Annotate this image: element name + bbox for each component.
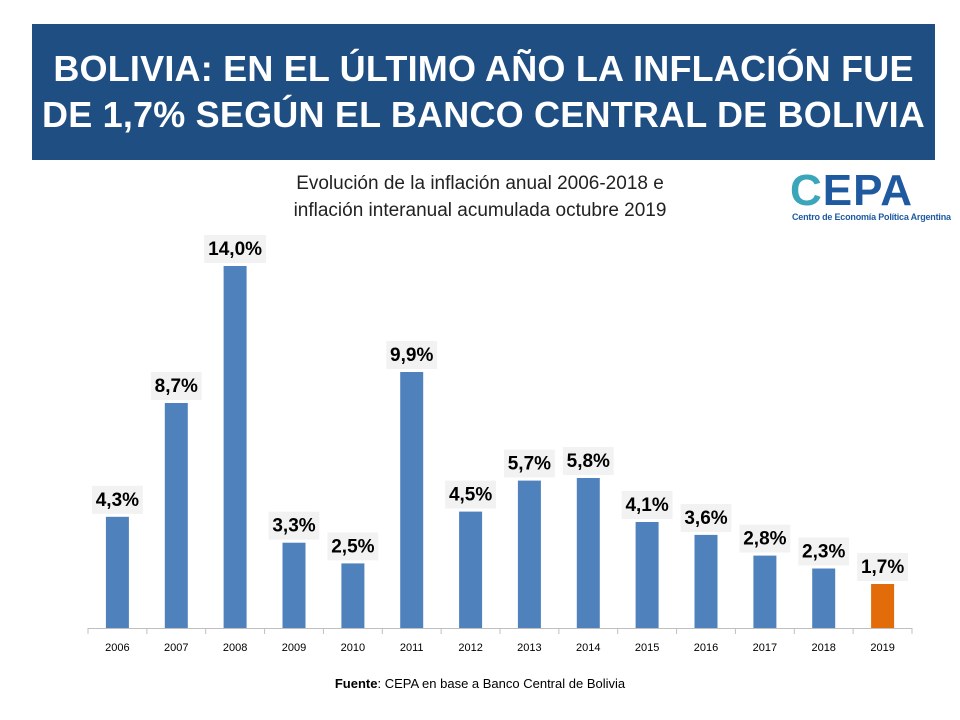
x-tick-label-2016: 2016	[694, 642, 718, 654]
data-label-2018: 2,3%	[802, 542, 845, 563]
data-label-2019: 1,7%	[861, 557, 904, 578]
data-label-bg-2006	[92, 485, 143, 514]
source-note: Fuente: CEPA en base a Banco Central de …	[0, 676, 960, 691]
title-line-1: BOLIVIA: EN EL ÚLTIMO AÑO LA INFLACIÓN F…	[53, 48, 914, 89]
data-label-2012: 4,5%	[449, 485, 492, 506]
bar-2014	[576, 478, 600, 628]
bar-2015	[635, 522, 659, 628]
bar-2019	[871, 584, 895, 628]
data-label-bg-2007	[150, 372, 202, 400]
data-label-bg-2009	[268, 511, 320, 540]
bar-2008	[223, 266, 247, 628]
data-label-bg-2012	[445, 480, 496, 509]
data-label-bg-2013	[504, 449, 555, 478]
bar-2006	[105, 516, 129, 628]
x-tick-label-2008: 2008	[223, 642, 247, 654]
data-label-bg-2015	[621, 491, 673, 519]
data-label-2014: 5,8%	[567, 451, 610, 472]
bar-2012	[459, 511, 483, 628]
data-label-2010: 2,5%	[331, 536, 374, 557]
data-label-2015: 4,1%	[625, 495, 668, 516]
logo-letters: EPA	[822, 166, 913, 215]
x-tick-label-2015: 2015	[635, 642, 659, 654]
bar-2010	[341, 563, 365, 628]
cepa-logo: CEPA Centro de Economía Política Argenti…	[788, 166, 951, 226]
x-tick-label-2019: 2019	[870, 642, 894, 654]
logo-letter-c: C	[790, 166, 823, 215]
data-label-2008: 14,0%	[208, 239, 262, 260]
chart-title-line-2: inflación interanual acumulada octubre 2…	[293, 200, 667, 221]
source-text: : CEPA en base a Banco Central de Bolivi…	[377, 676, 626, 691]
bar-2007	[164, 403, 188, 628]
data-label-bg-2011	[386, 341, 438, 369]
x-tick-label-2009: 2009	[282, 642, 306, 654]
data-label-2006: 4,3%	[96, 490, 139, 511]
title-line-2: DE 1,7% SEGÚN EL BANCO CENTRAL DE BOLIVI…	[42, 94, 925, 135]
chart-title: Evolución de la inflación anual 2006-201…	[240, 170, 720, 224]
data-label-2007: 8,7%	[155, 376, 198, 397]
data-label-bg-2016	[680, 503, 732, 532]
data-label-2013: 5,7%	[508, 454, 551, 475]
data-label-bg-2010	[327, 532, 379, 561]
logo-subtitle: Centro de Economía Política Argentina	[792, 212, 951, 222]
bar-2018	[812, 568, 836, 628]
x-tick-label-2007: 2007	[164, 642, 188, 654]
data-label-2016: 3,6%	[684, 508, 727, 529]
bar-2017	[753, 555, 777, 628]
x-tick-label-2017: 2017	[753, 642, 777, 654]
bar-2013	[517, 480, 541, 628]
chart-title-line-1: Evolución de la inflación anual 2006-201…	[296, 173, 664, 194]
data-label-bg-2019	[857, 553, 908, 581]
title-banner: BOLIVIA: EN EL ÚLTIMO AÑO LA INFLACIÓN F…	[32, 24, 935, 160]
data-label-2017: 2,8%	[743, 529, 786, 550]
data-label-bg-2018	[798, 537, 850, 566]
x-tick-label-2012: 2012	[458, 642, 482, 654]
bar-2009	[282, 542, 306, 628]
data-label-2009: 3,3%	[272, 516, 315, 537]
x-tick-label-2013: 2013	[517, 642, 541, 654]
x-tick-label-2011: 2011	[400, 642, 424, 654]
x-tick-label-2010: 2010	[341, 642, 365, 654]
data-label-bg-2008	[204, 235, 267, 263]
data-label-bg-2017	[739, 524, 791, 553]
x-tick-label-2006: 2006	[105, 642, 129, 654]
data-label-2011: 9,9%	[390, 345, 433, 366]
bar-2011	[400, 372, 424, 628]
x-tick-label-2014: 2014	[576, 642, 600, 654]
x-tick-label-2018: 2018	[811, 642, 835, 654]
logo-wordmark: CEPA	[790, 166, 913, 216]
bar-2016	[694, 534, 718, 628]
data-label-bg-2014	[562, 447, 614, 475]
source-label: Fuente	[334, 676, 378, 691]
